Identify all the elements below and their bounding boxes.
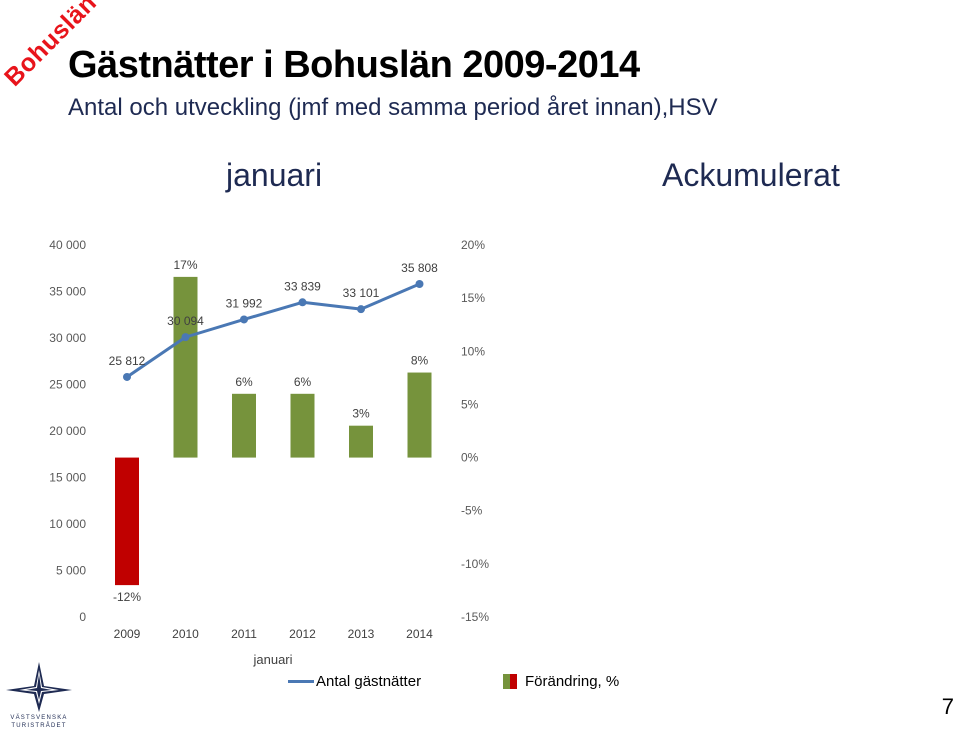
bar: [115, 457, 139, 586]
right-tick-label: 15%: [461, 291, 485, 305]
line-data-label: 35 808: [401, 261, 438, 275]
page-title: Gästnätter i Bohuslän 2009-2014: [68, 44, 640, 86]
bar: [290, 393, 315, 458]
bar: [173, 276, 198, 458]
line-point: [240, 315, 248, 324]
section-label-accumulated: Ackumulerat: [662, 157, 840, 193]
legend-item-line: Antal gästnätter: [288, 673, 421, 690]
line-data-label: 33 101: [343, 286, 380, 300]
right-tick-label: 5%: [461, 397, 479, 411]
page-subtitle: Antal och utveckling (jmf med samma peri…: [68, 94, 718, 121]
star-icon: [6, 662, 72, 712]
bar: [349, 425, 373, 458]
bar-data-label: 3%: [352, 407, 370, 421]
x-axis: 2009 2010 2011 2012 2013 2014: [114, 627, 434, 641]
line-data-label: 30 094: [167, 314, 204, 328]
right-tick-label: -15%: [461, 610, 489, 624]
bar: [407, 372, 432, 458]
right-tick-label: -5%: [461, 504, 483, 518]
right-tick-label: 10%: [461, 344, 485, 358]
left-tick-label: 35 000: [49, 285, 86, 299]
x-tick-label: 2011: [231, 627, 257, 641]
left-tick-label: 15 000: [49, 471, 86, 485]
legend-line-swatch: [288, 680, 314, 683]
series-line: [126, 282, 421, 379]
right-tick-label: 0%: [461, 451, 479, 465]
bar-data-label: 17%: [173, 258, 197, 272]
x-tick-label: 2013: [348, 627, 375, 641]
left-tick-label: 25 000: [49, 378, 86, 392]
left-tick-label: 0: [79, 610, 86, 624]
legend-bar-swatch: [503, 674, 517, 689]
page-number: 7: [941, 694, 954, 719]
line-point: [298, 298, 307, 307]
vastsvenska-turistradet-logo: VÄSTSVENSKA TURISTRÅDET: [4, 660, 74, 729]
section-label-month: januari: [226, 157, 323, 193]
left-tick-label: 30 000: [49, 331, 86, 345]
line-data-label: 25 812: [109, 354, 146, 368]
line-point: [181, 333, 190, 342]
x-tick-label: 2012: [289, 627, 316, 641]
right-tick-label: -10%: [461, 557, 489, 571]
line-point: [123, 372, 131, 381]
x-tick-label: 2010: [172, 627, 199, 641]
bar-data-label: 6%: [294, 375, 312, 389]
line-series: 25 812 30 094 31 992 33 839 33 101 35 808: [109, 261, 438, 381]
legend-bar-label: Förändring, %: [525, 673, 620, 690]
left-tick-label: 10 000: [49, 517, 86, 531]
bar-data-label: -12%: [113, 590, 141, 604]
bar: [232, 393, 256, 458]
line-data-label: 33 839: [284, 279, 321, 293]
line-point: [415, 279, 424, 288]
x-axis-title: januari: [252, 652, 292, 667]
left-tick-label: 5 000: [56, 564, 86, 578]
bar-series: -12% 17% 6% 6% 3% 8%: [113, 258, 432, 604]
x-tick-label: 2014: [406, 627, 433, 641]
legend-line-label: Antal gästnätter: [316, 673, 422, 690]
left-axis: 0 5 000 10 000 15 000 20 000 25 000 30 000 35 0…: [49, 238, 86, 624]
right-axis: -15% -10% -5% 0% 5% 10% 15% 20%: [461, 238, 489, 624]
line-data-label: 31 992: [226, 296, 263, 310]
bar-data-label: 8%: [411, 354, 429, 368]
legend-item-bar: Förändring, %: [503, 673, 619, 690]
line-point: [357, 305, 365, 314]
bar-data-label: 6%: [235, 375, 253, 389]
x-tick-label: 2009: [114, 627, 141, 641]
footer-logo-text: VÄSTSVENSKA TURISTRÅDET: [10, 715, 68, 729]
right-tick-label: 20%: [461, 238, 485, 252]
left-tick-label: 40 000: [49, 238, 86, 252]
left-tick-label: 20 000: [49, 424, 86, 438]
